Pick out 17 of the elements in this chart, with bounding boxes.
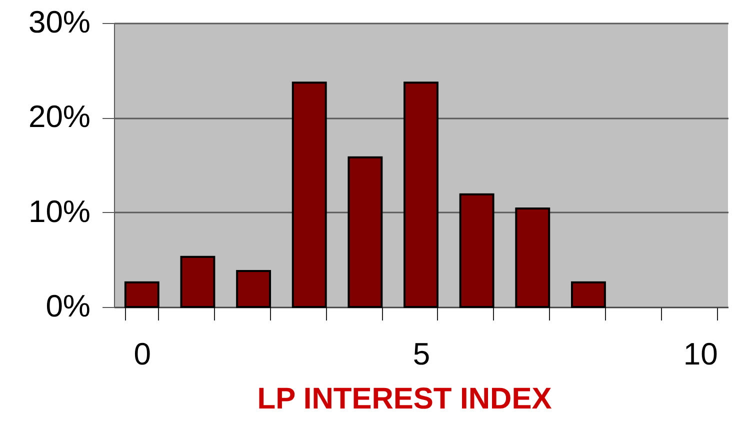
y-tick-label: 20% [28, 99, 90, 134]
x-tick-label: 5 [412, 336, 430, 372]
bar [124, 281, 160, 308]
bar [515, 208, 550, 308]
x-tick-label: 10 [683, 336, 718, 372]
bar [236, 270, 272, 308]
bar [292, 82, 327, 308]
bar [180, 256, 216, 308]
y-tick-label: 10% [28, 194, 90, 229]
bar [348, 156, 383, 308]
x-tick-label: 0 [134, 336, 152, 372]
x-axis-title: LP INTEREST INDEX [257, 382, 552, 416]
bar [570, 281, 606, 308]
bar [404, 82, 438, 308]
y-tick-label: 0% [46, 288, 90, 324]
y-tick-label: 30% [28, 4, 90, 40]
bar [459, 193, 494, 308]
